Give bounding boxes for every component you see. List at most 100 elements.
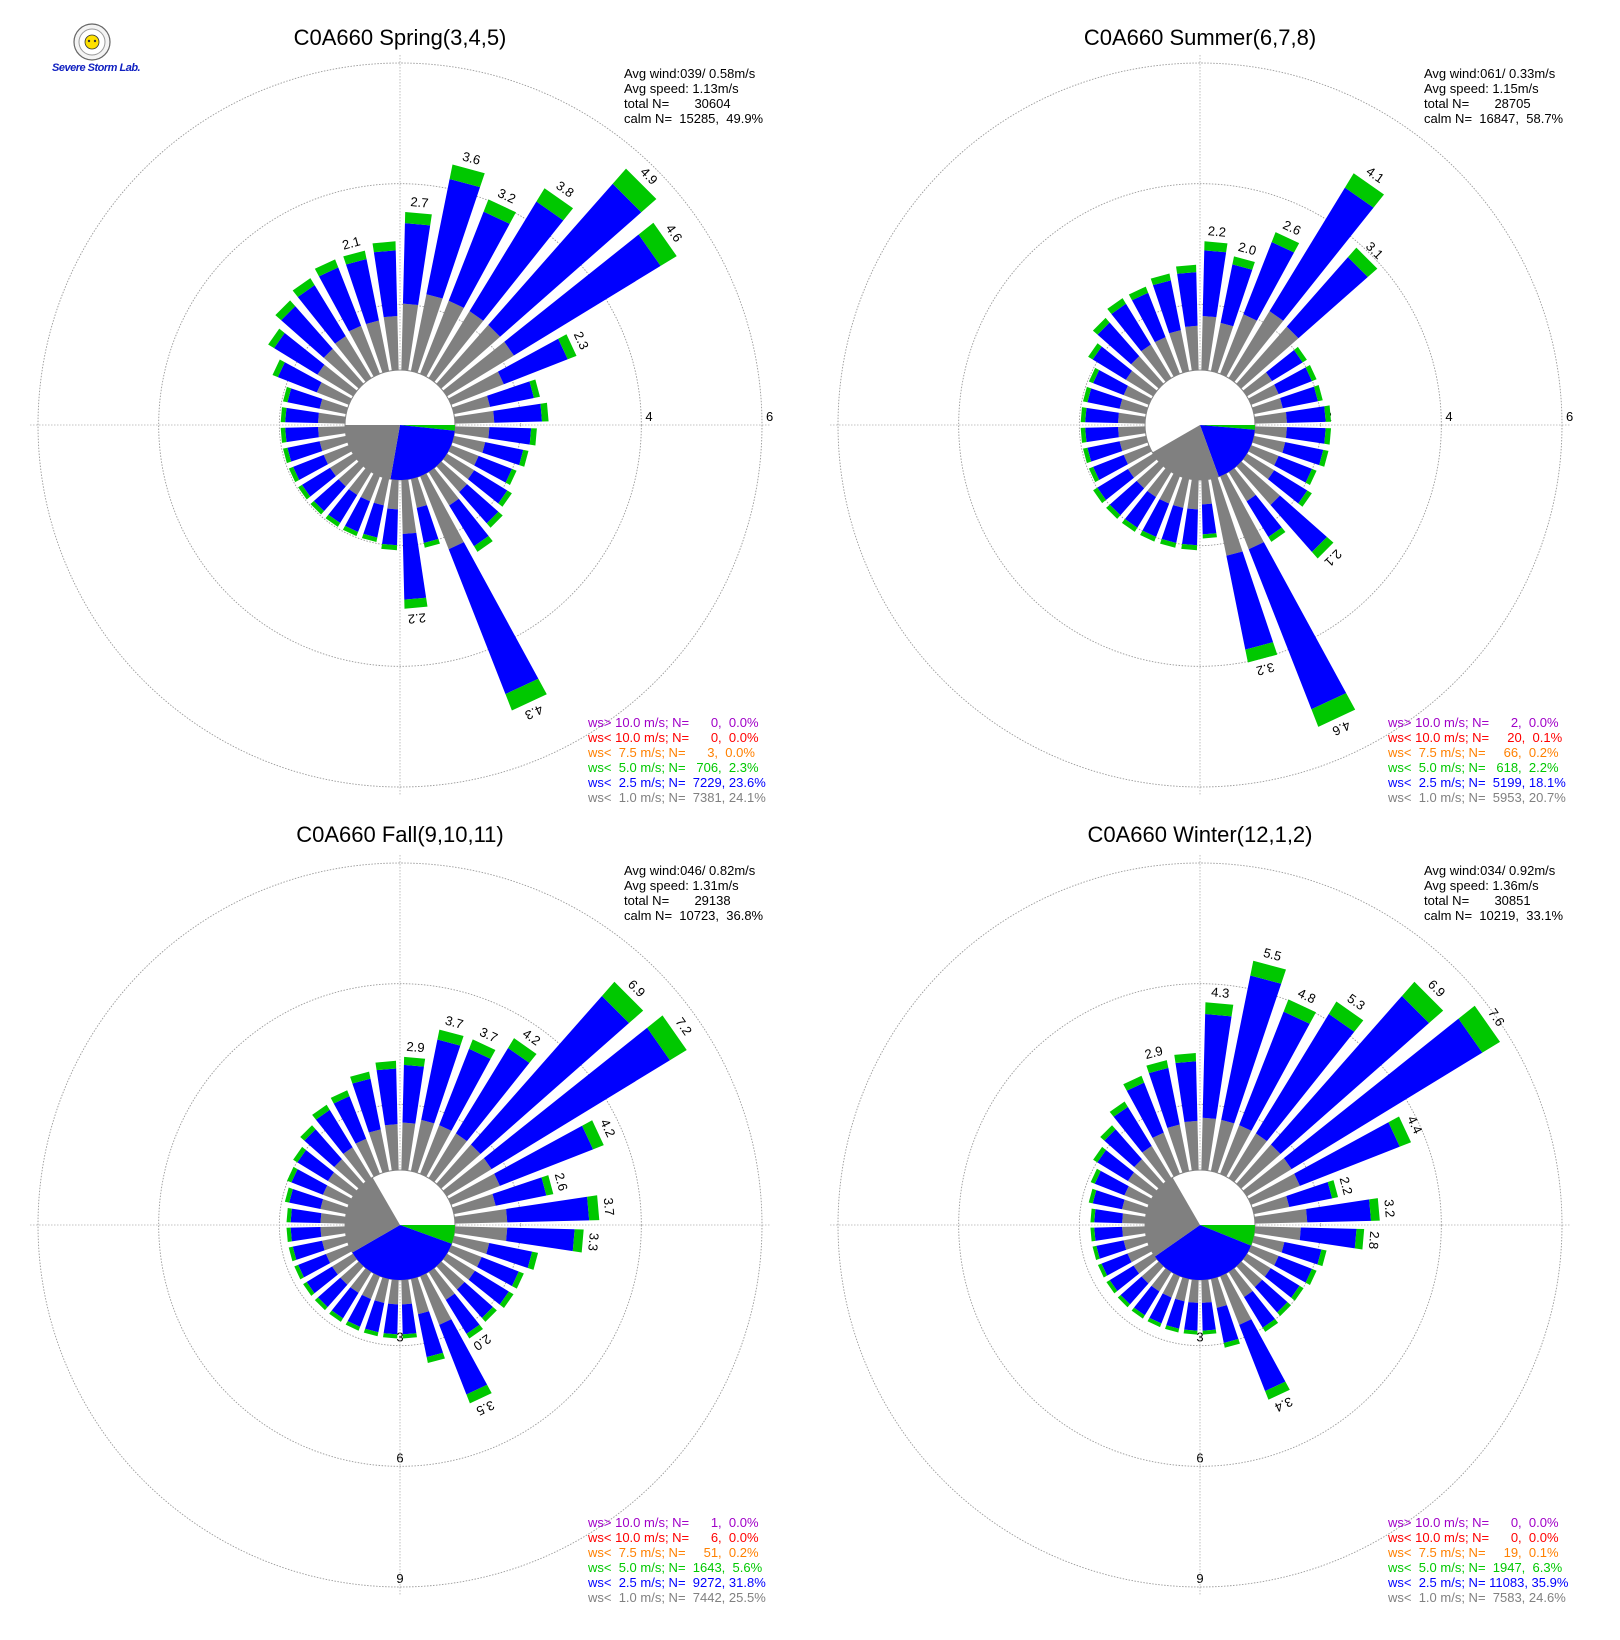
stats-line: Avg speed: 1.15m/s xyxy=(1424,81,1539,96)
bar-gray-segment xyxy=(1242,372,1273,397)
legend-entry: ws< 2.5 m/s; N= 5199, 18.1% xyxy=(1387,775,1566,790)
stats-line: calm N= 15285, 49.9% xyxy=(624,111,764,126)
bar-green-segment xyxy=(1314,385,1323,402)
bar-value-label: 4.4 xyxy=(1404,1113,1425,1136)
stats-line: total N= 28705 xyxy=(1424,96,1531,111)
bar-gray-segment xyxy=(452,1235,490,1255)
bar-blue-segment xyxy=(439,1048,491,1131)
bar-gray-segment xyxy=(1220,314,1257,377)
bar-green-segment xyxy=(1305,468,1317,485)
bar-blue-segment xyxy=(487,381,534,407)
bar-blue-segment xyxy=(459,484,499,524)
range-ring xyxy=(158,183,642,667)
bar-blue-segment xyxy=(506,1196,590,1223)
calm-pie-slice xyxy=(1200,425,1255,430)
bar-gray-segment xyxy=(365,320,390,373)
bar-green-segment xyxy=(1324,405,1332,422)
bar-blue-segment xyxy=(328,489,358,524)
bar-green-segment xyxy=(1080,407,1087,423)
bar-gray-segment xyxy=(442,341,514,397)
bar-value-label: 3.4 xyxy=(1272,1394,1295,1415)
bar-blue-segment xyxy=(1120,1276,1149,1305)
bar-gray-segment xyxy=(454,410,495,424)
bar-blue-segment xyxy=(365,1300,385,1333)
bar-green-segment xyxy=(1458,1005,1501,1053)
bar-blue-segment xyxy=(298,1254,331,1278)
bar-green-segment xyxy=(381,543,398,551)
bar-gray-segment xyxy=(1254,411,1287,424)
range-ring xyxy=(958,183,1442,667)
bar-gray-segment xyxy=(348,325,380,377)
bar-green-segment xyxy=(1327,1180,1339,1199)
bar-blue-segment xyxy=(1126,1082,1164,1138)
bar-blue-segment xyxy=(1202,1014,1232,1119)
bar-value-label: 2.9 xyxy=(1143,1043,1164,1062)
bar-blue-segment xyxy=(1221,975,1282,1124)
bar-green-segment xyxy=(1121,519,1138,532)
bar-gray-segment xyxy=(355,1138,380,1177)
bar-green-segment xyxy=(474,536,493,552)
bar-blue-segment xyxy=(493,403,543,423)
bar-blue-segment xyxy=(1264,1268,1300,1298)
legend-entry: ws< 2.5 m/s; N= 9272, 31.8% xyxy=(587,1575,766,1590)
bar-green-segment xyxy=(582,1120,604,1150)
bar-green-segment xyxy=(647,1015,687,1061)
calm-pie-slice xyxy=(1154,1225,1251,1280)
bar-gray-segment xyxy=(410,1119,435,1173)
legend-entry: ws< 1.0 m/s; N= 7381, 24.1% xyxy=(587,790,766,805)
bar-gray-segment xyxy=(1236,461,1280,505)
bar-gray-segment xyxy=(1228,311,1284,383)
bar-green-segment xyxy=(1283,999,1316,1024)
bar-gray-segment xyxy=(1154,337,1180,377)
bar-blue-segment xyxy=(1254,1279,1288,1313)
bar-blue-segment xyxy=(373,250,398,318)
bar-gray-segment xyxy=(452,1193,496,1215)
bar-blue-segment xyxy=(1274,1255,1313,1283)
bar-green-segment xyxy=(519,449,529,467)
bar-gray-segment xyxy=(1141,344,1172,383)
legend-entry: ws< 10.0 m/s; N= 20, 0.1% xyxy=(1387,730,1563,745)
bar-gray-segment xyxy=(1169,330,1190,373)
bar-green-segment xyxy=(1174,1053,1196,1063)
bar-green-segment xyxy=(1106,504,1121,519)
bar-gray-segment xyxy=(1119,398,1148,415)
bar-gray-segment xyxy=(388,1279,399,1305)
bar-value-label: 3.7 xyxy=(477,1024,500,1045)
bar-green-segment xyxy=(1080,427,1087,443)
bar-green-segment xyxy=(329,1310,343,1322)
bar-gray-segment xyxy=(410,1277,430,1315)
bar-blue-segment xyxy=(477,1257,519,1287)
bar-green-segment xyxy=(572,1229,584,1253)
bar-gray-segment xyxy=(1133,1253,1158,1274)
bar-green-segment xyxy=(372,241,396,253)
calm-pie-slice xyxy=(1200,1225,1255,1246)
bar-gray-segment xyxy=(325,1245,352,1264)
bar-green-segment xyxy=(404,212,432,226)
bar-gray-segment xyxy=(1117,412,1146,424)
legend-entry: ws< 5.0 m/s; N= 618, 2.2% xyxy=(1387,760,1559,775)
bar-green-segment xyxy=(1183,1329,1198,1335)
ring-label: 4 xyxy=(1445,409,1452,424)
bar-green-segment xyxy=(505,678,547,711)
bar-blue-segment xyxy=(1270,995,1430,1155)
bar-green-segment xyxy=(512,1271,524,1289)
bar-gray-segment xyxy=(1123,385,1152,405)
bar-value-label: 3.3 xyxy=(585,1232,602,1251)
bar-green-segment xyxy=(268,328,285,349)
bar-value-label: 2.3 xyxy=(571,329,592,352)
bar-blue-segment xyxy=(352,1078,381,1133)
bar-green-segment xyxy=(342,525,359,537)
bar-gray-segment xyxy=(410,477,427,508)
bar-blue-segment xyxy=(1201,503,1217,535)
bar-blue-segment xyxy=(363,502,384,538)
bar-blue-segment xyxy=(1182,508,1198,546)
bar-blue-segment xyxy=(274,332,325,375)
chart-title: C0A660 Winter(12,1,2) xyxy=(1088,822,1313,847)
bar-gray-segment xyxy=(436,324,501,389)
bar-value-label: 2.2 xyxy=(407,610,426,627)
bar-green-segment xyxy=(1319,449,1329,467)
bar-blue-segment xyxy=(467,470,508,504)
bar-gray-segment xyxy=(338,461,364,487)
bar-green-segment xyxy=(402,1333,417,1339)
